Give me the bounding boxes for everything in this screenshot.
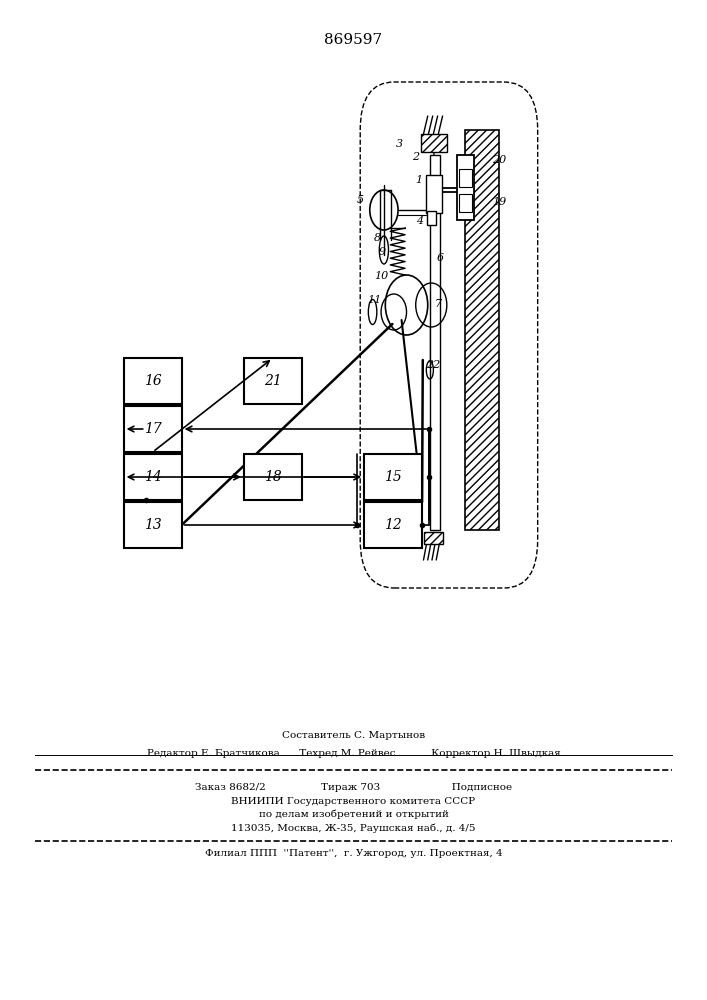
Text: 869597: 869597: [325, 33, 382, 47]
Text: 18: 18: [264, 470, 282, 484]
Text: 10: 10: [375, 271, 389, 281]
Bar: [457, 155, 474, 220]
Text: ВНИИПИ Государственного комитета СССР: ВНИИПИ Государственного комитета СССР: [231, 796, 476, 806]
Text: 11: 11: [368, 295, 382, 305]
Bar: [426, 175, 442, 213]
Text: 5: 5: [357, 195, 364, 205]
Text: 113035, Москва, Ж-35, Раушская наб., д. 4/5: 113035, Москва, Ж-35, Раушская наб., д. …: [231, 823, 476, 833]
Text: 20: 20: [492, 155, 506, 165]
Text: Филиал ППП  ''Патент'',  г. Ужгород, ул. Проектная, 4: Филиал ППП ''Патент'', г. Ужгород, ул. П…: [205, 848, 502, 857]
Text: 13: 13: [144, 518, 162, 532]
Bar: [124, 502, 182, 548]
Text: Заказ 8682/2                 Тираж 703                      Подписное: Заказ 8682/2 Тираж 703 Подписное: [195, 782, 512, 792]
Bar: [465, 130, 499, 530]
Text: 2: 2: [412, 152, 419, 162]
Bar: [364, 502, 422, 548]
Text: 19: 19: [492, 197, 506, 207]
Bar: [459, 169, 472, 187]
Text: 3: 3: [396, 139, 403, 149]
Text: 16: 16: [144, 374, 162, 388]
Text: 17: 17: [144, 422, 162, 436]
Text: 8: 8: [374, 233, 381, 243]
Bar: [430, 155, 440, 530]
Text: 12: 12: [384, 518, 402, 532]
Bar: [421, 134, 447, 152]
Text: 9: 9: [378, 247, 385, 257]
Text: 7: 7: [435, 299, 442, 309]
Text: по делам изобретений и открытий: по делам изобретений и открытий: [259, 809, 448, 819]
Bar: [124, 406, 182, 452]
Text: 21: 21: [264, 374, 282, 388]
Bar: [124, 358, 182, 404]
Text: 22: 22: [426, 360, 440, 370]
Text: 1: 1: [415, 175, 422, 185]
Text: 6: 6: [437, 253, 444, 263]
Text: 4: 4: [416, 216, 423, 226]
Text: 15: 15: [384, 470, 402, 484]
Bar: [427, 211, 436, 225]
Bar: [459, 194, 472, 212]
Bar: [244, 454, 302, 500]
Bar: [424, 532, 443, 544]
Text: Редактор Е. Братчикова      Техред М. Рейвес           Корректор Н. Швыдкая: Редактор Е. Братчикова Техред М. Рейвес …: [146, 748, 561, 758]
Text: Составитель С. Мартынов: Составитель С. Мартынов: [282, 730, 425, 740]
Bar: [364, 454, 422, 500]
Bar: [124, 454, 182, 500]
Bar: [244, 358, 302, 404]
Text: 14: 14: [144, 470, 162, 484]
